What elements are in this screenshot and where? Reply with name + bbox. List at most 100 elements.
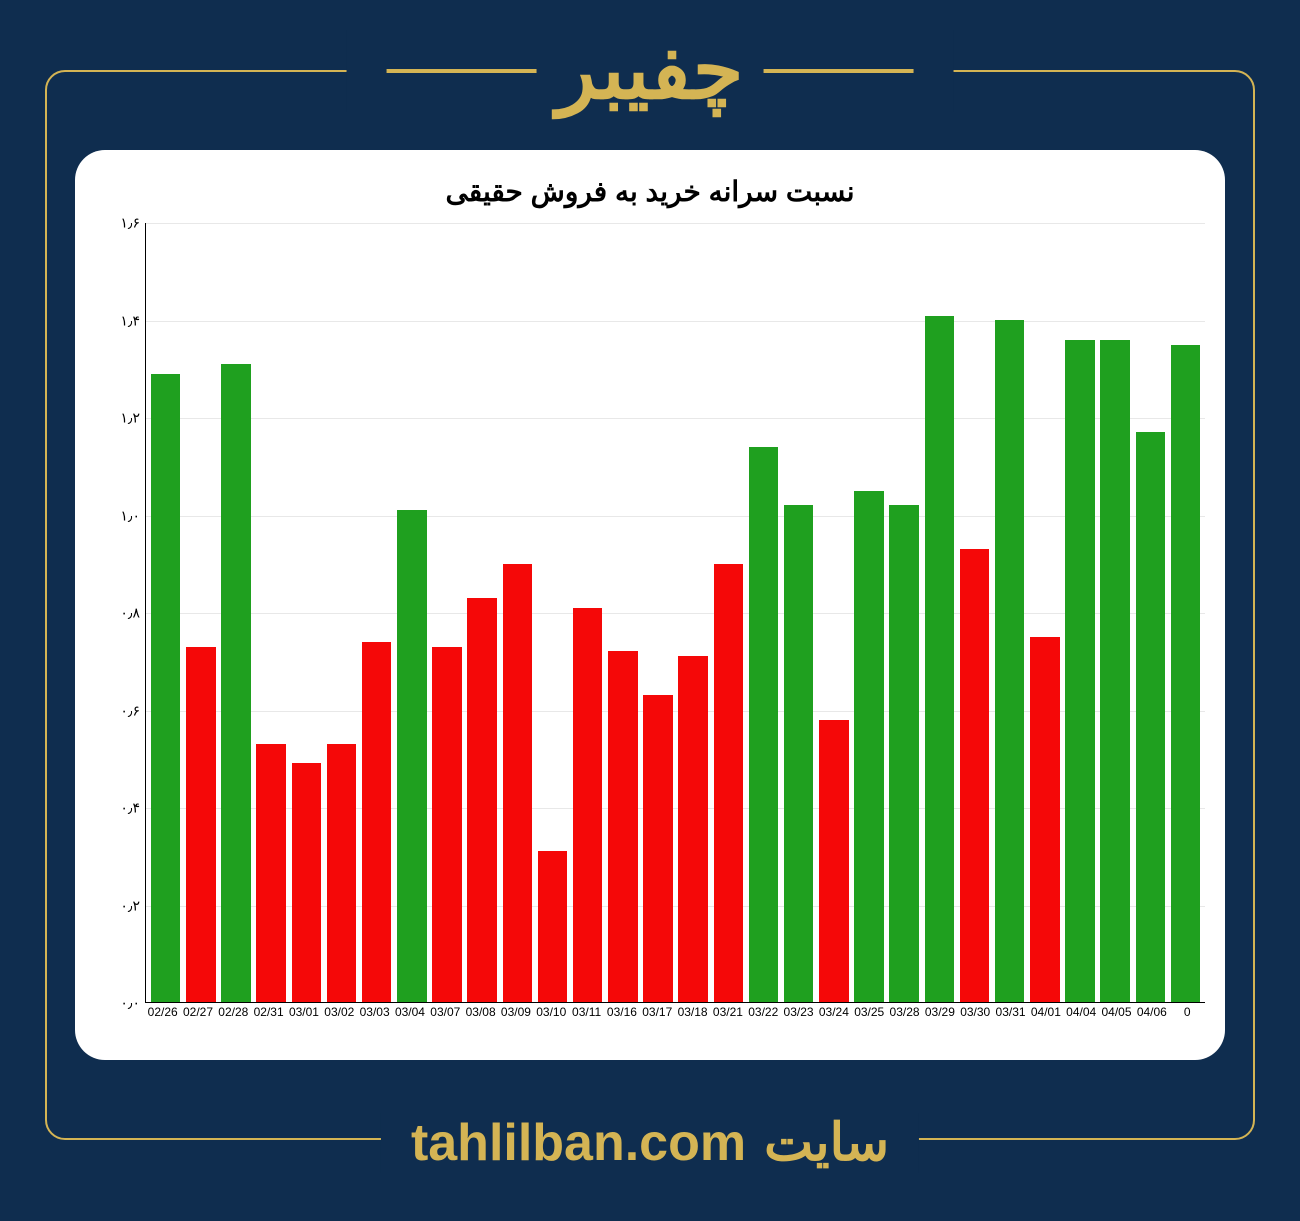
chart-bar <box>819 720 849 1002</box>
bar-slot <box>429 223 464 1002</box>
bar-slot <box>1133 223 1168 1002</box>
chart-bar <box>538 851 568 1002</box>
bar-slot <box>148 223 183 1002</box>
x-tick-label: 02/31 <box>251 1005 286 1045</box>
x-tick-label: 03/08 <box>463 1005 498 1045</box>
x-tick-label: 02/27 <box>180 1005 215 1045</box>
chart-bar <box>503 564 533 1002</box>
chart-bar <box>925 316 955 1002</box>
chart-bar <box>749 447 779 1002</box>
x-tick-label: 03/17 <box>640 1005 675 1045</box>
chart-bar <box>643 695 673 1002</box>
chart-bar <box>995 320 1025 1002</box>
chart-bar <box>221 364 251 1002</box>
bar-slot <box>465 223 500 1002</box>
chart-bar <box>1136 432 1166 1002</box>
x-tick-label: 03/10 <box>534 1005 569 1045</box>
chart-bar <box>362 642 392 1002</box>
y-tick-label: ۱٫۲ <box>120 410 140 427</box>
x-tick-label: 03/11 <box>569 1005 604 1045</box>
bar-slot <box>605 223 640 1002</box>
bar-slot <box>781 223 816 1002</box>
x-tick-label: 03/30 <box>958 1005 993 1045</box>
y-tick-label: ۰٫۸ <box>120 605 140 622</box>
x-tick-label: 03/28 <box>887 1005 922 1045</box>
chart-bar <box>292 763 322 1002</box>
x-tick-label: 04/05 <box>1099 1005 1134 1045</box>
x-tick-label: 04/01 <box>1028 1005 1063 1045</box>
bar-slot <box>746 223 781 1002</box>
bar-slot <box>1062 223 1097 1002</box>
chart-bar <box>186 647 216 1002</box>
bar-slot <box>711 223 746 1002</box>
chart-title: نسبت سرانه خرید به فروش حقیقی <box>95 175 1205 208</box>
chart-area: ۰٫۰۰٫۲۰٫۴۰٫۶۰٫۸۱٫۰۱٫۲۱٫۴۱٫۶ 02/2602/2702… <box>95 223 1205 1043</box>
chart-plot <box>145 223 1205 1003</box>
chart-bar <box>1030 637 1060 1002</box>
y-tick-label: ۰٫۴ <box>120 800 140 817</box>
bar-slot <box>640 223 675 1002</box>
y-tick-label: ۱٫۶ <box>120 215 140 232</box>
bar-slot <box>851 223 886 1002</box>
x-tick-label: 04/04 <box>1064 1005 1099 1045</box>
bar-slot <box>394 223 429 1002</box>
chart-bar <box>573 608 603 1002</box>
bar-slot <box>500 223 535 1002</box>
chart-bar <box>151 374 181 1002</box>
x-tick-label: 03/21 <box>710 1005 745 1045</box>
x-tick-label: 03/02 <box>322 1005 357 1045</box>
y-tick-label: ۰٫۶ <box>120 702 140 719</box>
bar-slot <box>570 223 605 1002</box>
chart-bar <box>1065 340 1095 1002</box>
chart-bar <box>960 549 990 1002</box>
bar-slot <box>218 223 253 1002</box>
chart-bar <box>784 505 814 1002</box>
y-tick-label: ۱٫۴ <box>120 312 140 329</box>
chart-bar <box>1100 340 1130 1002</box>
x-tick-label: 03/25 <box>852 1005 887 1045</box>
y-tick-label: ۰٫۰ <box>120 995 140 1012</box>
chart-bar <box>327 744 357 1002</box>
bar-slot <box>992 223 1027 1002</box>
x-tick-label: 03/29 <box>922 1005 957 1045</box>
chart-bar <box>1171 345 1201 1002</box>
chart-bar <box>608 651 638 1002</box>
footer-url: tahlilban.com <box>411 1113 746 1173</box>
y-axis: ۰٫۰۰٫۲۰٫۴۰٫۶۰٫۸۱٫۰۱٫۲۱٫۴۱٫۶ <box>95 223 145 1003</box>
bar-slot <box>254 223 289 1002</box>
y-tick-label: ۰٫۲ <box>120 897 140 914</box>
bar-slot <box>359 223 394 1002</box>
chart-bars <box>146 223 1205 1002</box>
x-tick-label: 03/24 <box>816 1005 851 1045</box>
chart-bar <box>467 598 497 1002</box>
chart-bar <box>889 505 919 1002</box>
chart-bar <box>256 744 286 1002</box>
x-tick-label: 03/01 <box>286 1005 321 1045</box>
bar-slot <box>289 223 324 1002</box>
footer-label: سایت <box>764 1113 889 1173</box>
bar-slot <box>1098 223 1133 1002</box>
chart-card: نسبت سرانه خرید به فروش حقیقی ۰٫۰ ۰٫۲ ۰٫۴ ۰… <box>75 150 1225 1060</box>
x-tick-label: 03/23 <box>781 1005 816 1045</box>
bar-slot <box>957 223 992 1002</box>
x-tick-label: 03/16 <box>604 1005 639 1045</box>
x-tick-label: 02/26 <box>145 1005 180 1045</box>
x-tick-label: 0 <box>1170 1005 1205 1045</box>
chart-bar <box>678 656 708 1002</box>
footer: سایت tahlilban.com <box>381 1113 919 1173</box>
x-tick-label: 03/03 <box>357 1005 392 1045</box>
bar-slot <box>1027 223 1062 1002</box>
x-tick-label: 03/22 <box>746 1005 781 1045</box>
chart-bar <box>397 510 427 1002</box>
bar-slot <box>922 223 957 1002</box>
bar-slot <box>324 223 359 1002</box>
chart-bar <box>432 647 462 1002</box>
bar-slot <box>1168 223 1203 1002</box>
x-tick-label: 03/09 <box>498 1005 533 1045</box>
bar-slot <box>887 223 922 1002</box>
title-line-right <box>763 69 913 73</box>
header-title-wrap: چفیبر <box>347 30 954 112</box>
x-tick-label: 04/06 <box>1134 1005 1169 1045</box>
x-tick-label: 02/28 <box>216 1005 251 1045</box>
x-tick-label: 03/04 <box>392 1005 427 1045</box>
